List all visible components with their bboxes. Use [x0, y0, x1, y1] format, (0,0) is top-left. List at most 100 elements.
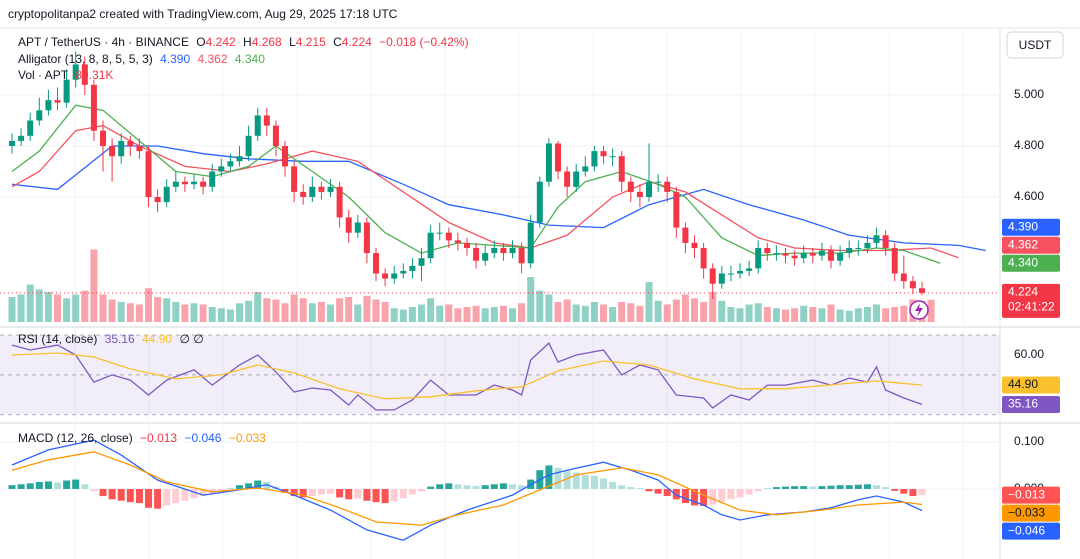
rsi-tag: 35.16 [1002, 395, 1060, 413]
histogram-bar [581, 474, 589, 489]
indicator-value: 4.390 [160, 52, 191, 66]
volume-bar [891, 307, 899, 322]
rsi-note: ∅ ∅ [179, 332, 204, 346]
histogram-bar [8, 485, 16, 489]
histogram-bar [882, 487, 890, 489]
volume-bar [645, 282, 653, 322]
price-tag-box [1002, 218, 1060, 236]
histogram-bar [590, 475, 598, 489]
histogram-bar [281, 488, 289, 493]
price-tag-label: 02:41:22 [1008, 300, 1055, 314]
volume-bar [536, 290, 544, 322]
volume-bar [490, 307, 498, 322]
candle-body [263, 115, 270, 126]
volume-bar [390, 308, 398, 322]
histogram-bar [54, 482, 62, 489]
macd-legend: MACD (12, 26, close) −0.013 −0.046 −0.03… [18, 430, 270, 446]
histogram-bar [363, 488, 371, 501]
symbol-title: APT / TetherUS · 4h · BINANCE [18, 35, 189, 49]
candle-body [291, 166, 298, 192]
histogram-bar [99, 488, 107, 497]
volume-bar [281, 303, 289, 322]
rsi-tag: 44.90 [1002, 376, 1060, 394]
ohlc-value: 4.215 [295, 35, 326, 49]
volume-bar [35, 289, 43, 322]
volume-bar [800, 305, 808, 322]
currency-button[interactable] [1006, 31, 1064, 59]
histogram-bar [836, 485, 844, 489]
histogram-bar [718, 488, 726, 503]
histogram-bar [618, 485, 626, 489]
histogram-bar [600, 478, 608, 489]
price-tag-label: 4.340 [1008, 255, 1038, 269]
histogram-bar [736, 488, 744, 498]
indicator-line [11, 342, 923, 411]
histogram-bar [709, 488, 717, 505]
volume-bar [272, 299, 280, 322]
histogram-value: −0.013 [140, 431, 178, 445]
volume-bar [54, 294, 62, 322]
candle-body [582, 166, 589, 172]
histogram-bar [854, 484, 862, 489]
candle-body [691, 242, 698, 248]
indicator-tag: 4.340 [1002, 254, 1060, 272]
candle-body [828, 250, 835, 261]
candle-body [746, 268, 753, 271]
histogram-bar [44, 481, 52, 489]
candle-body [436, 232, 443, 234]
volume-bar [299, 298, 307, 322]
ohlc-label: O [196, 35, 206, 49]
histogram-bar [481, 485, 489, 489]
macd-tag: −0.033 [1002, 504, 1060, 522]
histogram-bar [163, 488, 171, 506]
candle-body [245, 135, 252, 157]
candle-body [500, 247, 507, 254]
histogram-bar [554, 467, 562, 489]
volume-bar [154, 297, 162, 322]
macd-tag: −0.046 [1002, 522, 1060, 540]
candle-body [181, 181, 188, 185]
volume-bar [882, 308, 890, 322]
histogram-bar [891, 488, 899, 491]
candle-body [36, 110, 43, 121]
rsi-legend: RSI (14, close) 35.16 44.90 ∅ ∅ [18, 331, 208, 347]
attribution-text: cryptopolitanpa2 created with TradingVie… [8, 7, 398, 21]
histogram-bar [26, 483, 34, 489]
volume-bar [363, 295, 371, 322]
candle-body [254, 115, 261, 136]
macd-value: −0.046 [184, 431, 222, 445]
volume-bar [90, 249, 98, 322]
volume-bar [618, 302, 626, 322]
histogram-bar [782, 486, 790, 489]
histogram-bar [445, 483, 453, 489]
histogram-bar [636, 488, 644, 489]
candle-body [336, 186, 343, 218]
volume-bar [590, 302, 598, 322]
volume-bar [527, 277, 535, 322]
volume-bar [718, 300, 726, 322]
volume-bar [600, 304, 608, 322]
candle-body [272, 125, 279, 147]
volume-bar [317, 302, 325, 322]
volume-bar [809, 307, 817, 322]
alligator-legend: Alligator (13, 8, 8, 5, 5, 3) 4.390 4.36… [18, 51, 269, 67]
candle-body [391, 273, 398, 279]
histogram-bar [827, 485, 835, 489]
histogram-bar [81, 484, 89, 489]
candle-body [545, 143, 552, 182]
ohlc-value: 4.224 [341, 35, 372, 49]
currency-label: USDT [1019, 38, 1052, 52]
candle-body [491, 247, 498, 254]
histogram-bar [545, 465, 553, 489]
candle-body [236, 156, 243, 162]
volume-bar [727, 307, 735, 322]
candle-body [618, 156, 625, 182]
candle-body [427, 232, 434, 259]
histogram-bar [145, 488, 153, 508]
macd-title: MACD (12, 26, close) [18, 431, 133, 445]
candle-body [737, 270, 744, 274]
candle-body [818, 250, 825, 256]
candle-body [218, 166, 225, 172]
histogram-bar [509, 484, 517, 489]
